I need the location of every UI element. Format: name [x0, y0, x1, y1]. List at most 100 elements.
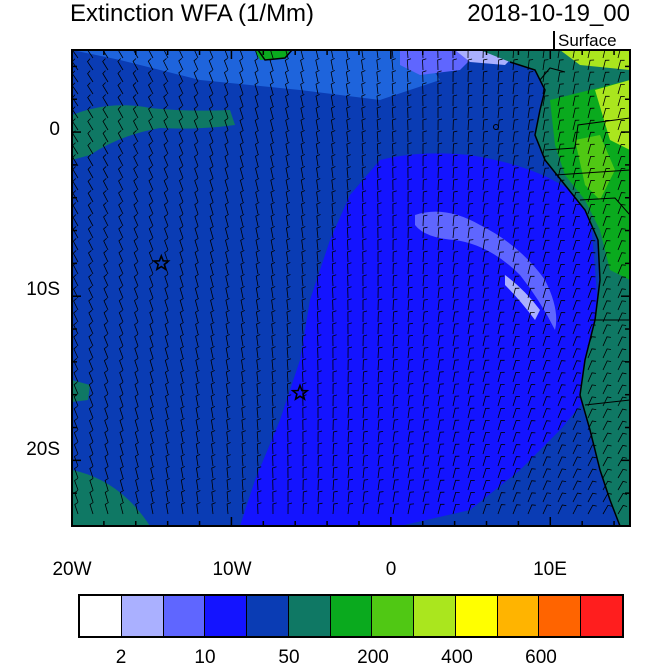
wind-barb [209, 177, 214, 191]
wind-barb [73, 345, 79, 359]
wind-barb [178, 141, 184, 155]
wind-barb [572, 324, 581, 335]
wind-barb [482, 395, 490, 407]
wind-barb [362, 346, 368, 359]
wind-barb [257, 478, 262, 491]
wind-barb [512, 371, 520, 383]
wind-barb [392, 238, 398, 251]
wind-barb [497, 287, 505, 299]
wind-barb [422, 82, 427, 95]
wind-barb [195, 442, 201, 455]
wind-barb [557, 432, 566, 443]
wind-barb [572, 252, 581, 263]
wind-barb [422, 190, 428, 203]
wind-barb [150, 502, 155, 515]
wind-barb [482, 275, 489, 287]
wind-barb [256, 454, 262, 467]
wind-barb [452, 443, 460, 455]
wind-barb [132, 58, 139, 71]
wind-barb [225, 346, 230, 359]
wind-barb [270, 190, 275, 203]
wind-barb [135, 501, 140, 515]
wind-barb [572, 360, 581, 371]
wind-barb [542, 107, 549, 119]
wind-barb [119, 465, 124, 479]
colorbar-swatch [121, 596, 164, 636]
wind-barb [542, 420, 551, 431]
wind-barb [482, 58, 488, 71]
wind-barb [512, 480, 521, 491]
wind-barb [377, 214, 382, 227]
wind-barb [392, 178, 397, 191]
wind-barb [102, 190, 109, 203]
wind-barb [118, 285, 124, 299]
wind-barb [346, 154, 351, 167]
wind-barb [422, 118, 427, 131]
wind-barb [119, 429, 124, 443]
wind-barb [316, 298, 322, 311]
colorbar-label-200: 200 [357, 647, 389, 668]
wind-barb [467, 395, 475, 407]
wind-barb [272, 490, 277, 503]
wind-barb [512, 504, 521, 515]
wind-barb [497, 251, 504, 263]
wind-barb [602, 50, 606, 59]
wind-barb [117, 94, 124, 107]
wind-barb [482, 155, 489, 167]
wind-barb [512, 95, 519, 107]
border-line-5 [584, 399, 630, 406]
wind-barb [178, 105, 184, 119]
wind-barb [317, 382, 322, 395]
wind-barb [602, 348, 612, 359]
wind-barb [149, 405, 155, 419]
wind-barb [164, 297, 169, 311]
wind-barb [117, 82, 124, 95]
wind-barb [134, 357, 139, 371]
wind-barb [193, 117, 199, 131]
wind-barb [467, 166, 473, 179]
lon-label-10e: 10E [533, 559, 567, 580]
wind-barb [587, 240, 596, 251]
wind-barb [87, 82, 94, 95]
wind-barb [587, 216, 596, 227]
wind-barb [302, 478, 308, 491]
wind-barb [602, 71, 610, 83]
wind-barb [391, 106, 397, 119]
wind-barb [452, 347, 459, 359]
wind-barb [224, 177, 229, 191]
wind-barb [178, 117, 184, 131]
wind-barb [527, 335, 535, 347]
wind-barb [270, 165, 275, 179]
wind-barb [467, 251, 474, 263]
wind-barb [362, 418, 368, 431]
wind-barb [617, 120, 626, 131]
wind-barb [302, 358, 307, 371]
wind-barb [497, 504, 506, 515]
wind-barb [103, 238, 109, 251]
wind-barb [482, 359, 490, 371]
wind-barb [149, 285, 154, 299]
wind-barb [587, 264, 596, 275]
wind-barb [407, 371, 414, 383]
wind-barb [422, 154, 428, 167]
wind-barb [164, 237, 169, 251]
wind-barb [437, 250, 443, 263]
wind-barb [87, 226, 94, 239]
wind-barb [254, 57, 259, 71]
wind-barb [300, 57, 305, 71]
wind-barb [361, 58, 366, 71]
wind-barb [332, 310, 337, 323]
wind-barb [392, 431, 399, 443]
wind-barb [527, 480, 536, 491]
wind-barb [572, 264, 581, 275]
wind-barb [210, 273, 215, 287]
colorbar-label-2: 2 [115, 647, 127, 668]
wind-barb [117, 106, 124, 119]
wind-barb [512, 155, 519, 167]
wind-barb [347, 298, 352, 311]
wind-barb [482, 50, 484, 59]
wind-barb [102, 130, 109, 143]
wind-barb [272, 442, 277, 455]
wind-barb [362, 226, 367, 239]
wind-barb [572, 432, 582, 443]
